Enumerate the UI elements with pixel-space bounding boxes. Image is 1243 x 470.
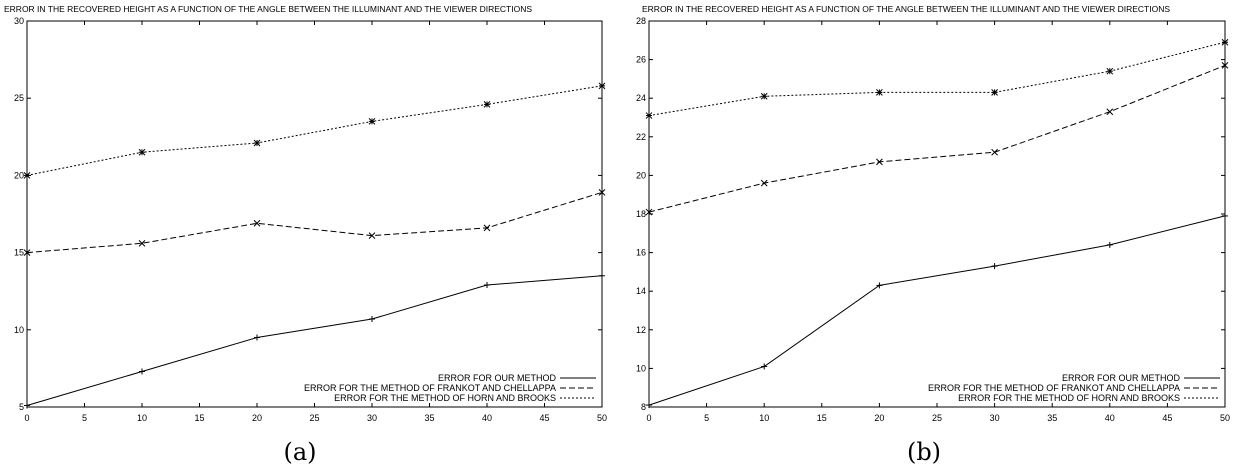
legend-label: ERROR FOR OUR METHOD <box>1062 373 1180 383</box>
y-tick-label: 8 <box>641 402 646 412</box>
legend-label: ERROR FOR THE METHOD OF HORN AND BROOKS <box>334 393 556 403</box>
y-tick-label: 20 <box>636 170 646 180</box>
data-point <box>483 101 491 108</box>
legend-label: ERROR FOR THE METHOD OF FRANKOT AND CHEL… <box>928 383 1180 393</box>
x-tick-label: 45 <box>539 413 549 423</box>
plot-frame <box>648 20 1226 408</box>
x-tick-label: 20 <box>874 413 884 423</box>
data-point <box>1222 212 1228 219</box>
chart-title: ERROR IN THE RECOVERED HEIGHT AS A FUNCT… <box>642 4 1170 14</box>
data-point <box>23 249 31 256</box>
x-tick-label: 50 <box>597 413 607 423</box>
panel-caption: (a) <box>283 438 316 466</box>
y-tick-label: 10 <box>636 363 646 373</box>
x-tick-label: 10 <box>759 413 769 423</box>
series-line-2 <box>26 191 603 254</box>
series-line-1 <box>648 215 1226 406</box>
x-tick-label: 0 <box>24 413 29 423</box>
data-point <box>991 263 998 270</box>
y-tick-label: 18 <box>636 209 646 219</box>
x-tick-label: 40 <box>482 413 492 423</box>
data-point <box>876 158 883 166</box>
series-line-2 <box>648 64 1226 213</box>
panel-caption: (b) <box>907 438 941 466</box>
data-point <box>1106 241 1113 248</box>
y-tick-label: 20 <box>14 170 24 180</box>
y-tick-label: 26 <box>636 55 646 65</box>
data-point <box>483 224 491 232</box>
data-point <box>645 208 653 216</box>
data-point <box>369 315 375 322</box>
x-tick-label: 25 <box>932 413 942 423</box>
y-tick-label: 15 <box>14 248 24 258</box>
data-point <box>1221 38 1229 46</box>
data-point <box>598 189 606 196</box>
data-point <box>254 334 260 341</box>
x-tick-label: 45 <box>1162 413 1172 423</box>
x-tick-label: 20 <box>252 413 262 423</box>
data-point <box>1221 62 1229 69</box>
x-tick-label: 10 <box>137 413 147 423</box>
series-line-3 <box>648 41 1226 117</box>
data-point <box>760 92 768 100</box>
data-point <box>1106 108 1114 116</box>
x-tick-label: 0 <box>646 413 651 423</box>
x-tick-label: 5 <box>704 413 709 423</box>
data-point <box>23 172 31 179</box>
data-point <box>1106 67 1114 75</box>
y-tick-label: 30 <box>14 16 24 26</box>
x-tick-label: 50 <box>1220 413 1230 423</box>
data-point <box>876 89 883 96</box>
series-line-1 <box>26 275 603 406</box>
y-tick-label: 16 <box>636 248 646 258</box>
y-tick-label: 28 <box>636 16 646 26</box>
chart-title: ERROR IN THE RECOVERED HEIGHT AS A FUNCT… <box>4 4 532 14</box>
x-tick-label: 5 <box>82 413 87 423</box>
data-point <box>368 118 376 125</box>
data-point <box>598 82 606 90</box>
x-tick-label: 35 <box>1047 413 1057 423</box>
chart-panel-b: ERROR IN THE RECOVERED HEIGHT AS A FUNCT… <box>636 4 1230 466</box>
series-line-3 <box>26 85 603 176</box>
data-point <box>484 282 490 289</box>
plot-frame <box>26 20 603 408</box>
data-point <box>599 272 605 279</box>
data-point <box>760 179 768 187</box>
y-tick-label: 10 <box>14 325 24 335</box>
x-tick-label: 40 <box>1105 413 1115 423</box>
data-point <box>24 402 30 409</box>
data-point <box>991 89 998 96</box>
y-tick-label: 12 <box>636 325 646 335</box>
chart-panel-a: ERROR IN THE RECOVERED HEIGHT AS A FUNCT… <box>4 4 607 466</box>
x-tick-label: 30 <box>990 413 1000 423</box>
data-point <box>761 363 768 370</box>
x-tick-label: 30 <box>367 413 377 423</box>
data-point <box>139 368 145 375</box>
x-tick-label: 35 <box>424 413 434 423</box>
legend-label: ERROR FOR THE METHOD OF HORN AND BROOKS <box>958 393 1180 403</box>
y-tick-label: 5 <box>19 402 24 412</box>
x-tick-label: 15 <box>817 413 827 423</box>
data-point <box>253 139 261 147</box>
data-point <box>138 148 146 156</box>
data-point <box>138 239 146 247</box>
y-tick-label: 22 <box>636 132 646 142</box>
data-point <box>645 112 653 119</box>
legend-label: ERROR FOR THE METHOD OF FRANKOT AND CHEL… <box>304 383 556 393</box>
data-point <box>646 402 652 409</box>
data-point <box>991 148 998 156</box>
x-tick-label: 25 <box>309 413 319 423</box>
data-point <box>368 232 376 239</box>
y-tick-label: 25 <box>14 93 24 103</box>
data-point <box>253 219 261 227</box>
data-point <box>876 282 883 289</box>
x-tick-label: 15 <box>194 413 204 423</box>
y-tick-label: 14 <box>636 286 646 296</box>
legend-label: ERROR FOR OUR METHOD <box>438 373 556 383</box>
y-tick-label: 24 <box>636 93 646 103</box>
